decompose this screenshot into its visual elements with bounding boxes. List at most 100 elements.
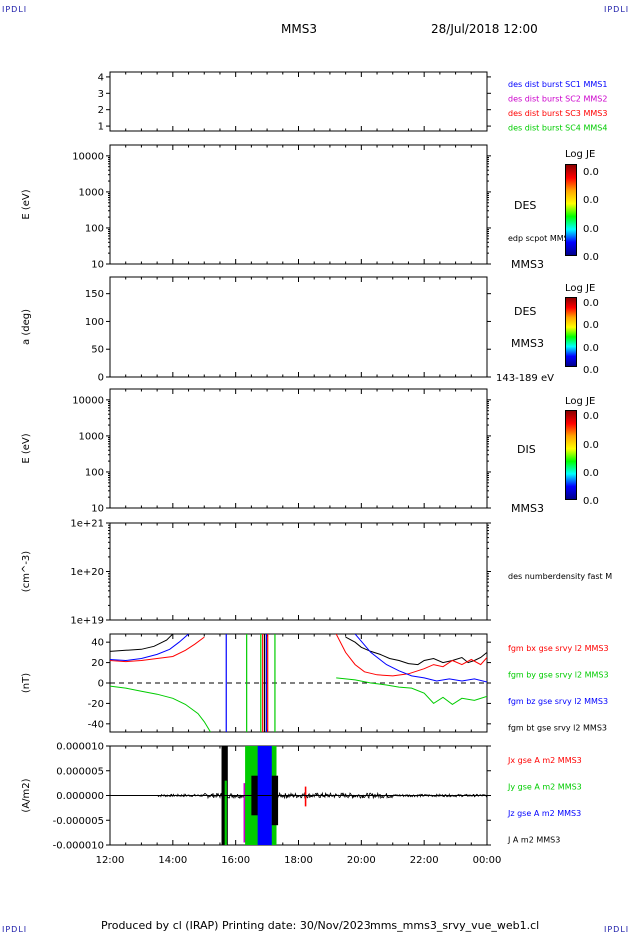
current-burst — [224, 780, 227, 845]
legend-entry: Jx gse A m2 MMS3 — [507, 756, 582, 765]
right-panel-label: MMS3 — [511, 337, 544, 350]
y-tick-label: 10000 — [72, 151, 104, 162]
y-axis-label: (nT) — [21, 673, 32, 693]
y-tick-label: 4 — [98, 72, 104, 83]
corner-label-bottom-right: IPDLI — [604, 925, 630, 934]
y-axis-label: (A/m2) — [21, 778, 32, 812]
panel-frame-3 — [109, 276, 488, 378]
colorbar-3-tick-1: 0.0 — [583, 411, 599, 422]
right-panel-label: edp scpot MMS3 — [508, 234, 574, 243]
x-tick-label: 14:00 — [158, 855, 187, 866]
y-tick-label: 100 — [85, 223, 104, 234]
series-line — [354, 634, 487, 683]
footer-filename: mms_mms3_srvy_vue_web1.cl — [370, 919, 540, 932]
y-tick-label: 20 — [91, 658, 104, 669]
y-tick-label: 10000 — [72, 395, 104, 406]
series-line — [335, 634, 487, 677]
colorbar-2-tick-3: 0.0 — [583, 343, 599, 354]
current-burst — [304, 786, 307, 807]
y-axis-label: a (deg) — [21, 309, 32, 345]
legend-entry: Jz gse A m2 MMS3 — [507, 809, 581, 818]
legend-entry: Jy gse A m2 MMS3 — [507, 783, 582, 792]
legend-entry: fgm bt gse srvy l2 MMS3 — [508, 724, 607, 733]
legend-entry: fgm by gse srvy l2 MMS3 — [508, 671, 609, 680]
colorbar-3 — [565, 410, 577, 500]
y-tick-label: 1e+19 — [70, 616, 104, 627]
legend-entry: des dist burst SC4 MMS4 — [508, 124, 607, 133]
datetime-title: 28/Jul/2018 12:00 — [431, 22, 538, 36]
x-tick-label: 18:00 — [284, 855, 313, 866]
legend-entry: J A m2 MMS3 — [507, 836, 560, 845]
y-tick-label: 100 — [85, 467, 104, 478]
colorbar-1-tick-4: 0.0 — [583, 252, 599, 263]
colorbar-2-tick-2: 0.0 — [583, 320, 599, 331]
series-line — [336, 677, 487, 706]
corner-label-top-left: IPDLI — [2, 5, 28, 14]
right-panel-label: MMS3 — [511, 258, 544, 271]
y-tick-label: 0.000005 — [56, 766, 104, 777]
y-tick-label: -0.000010 — [53, 841, 104, 852]
y-tick-label: 3 — [98, 89, 104, 100]
corner-label-bottom-left: IPDLI — [2, 925, 28, 934]
corner-label-top-right: IPDLI — [604, 5, 630, 14]
right-panel-label: DIS — [517, 443, 536, 456]
y-tick-label: -40 — [88, 719, 104, 730]
legend-entry: fgm bz gse srvy l2 MMS3 — [508, 697, 608, 706]
colorbar-title-2: Log JE — [565, 283, 596, 294]
colorbar-1-tick-1: 0.0 — [583, 167, 599, 178]
y-tick-label: 0.000010 — [56, 742, 104, 753]
y-tick-label: 1e+20 — [70, 567, 104, 578]
legend-entry: des dist burst SC1 MMS1 — [508, 80, 607, 89]
legend-entry: des dist burst SC3 MMS3 — [508, 109, 607, 118]
footer-printing-date: Printing date: 30/Nov/2023 — [222, 919, 371, 932]
y-tick-label: 40 — [91, 638, 104, 649]
right-panel-label: DES — [514, 305, 536, 318]
y-tick-label: 1000 — [79, 187, 104, 198]
x-tick-label: 20:00 — [347, 855, 376, 866]
right-panel-label: des numberdensity fast M — [508, 572, 612, 581]
series-line — [110, 636, 205, 663]
panel-frame-1 — [109, 71, 488, 132]
panel-frame-5 — [109, 522, 488, 621]
footer-produced-by: Produced by cl (IRAP) — [101, 919, 219, 932]
spacecraft-title: MMS3 — [281, 22, 317, 36]
series-line — [110, 634, 174, 652]
series-line — [345, 636, 487, 666]
series-group — [110, 634, 487, 732]
y-tick-label: 150 — [85, 289, 104, 300]
panel-frame-4 — [109, 388, 488, 509]
colorbar-3-tick-4: 0.0 — [583, 496, 599, 507]
y-tick-label: -0.000005 — [53, 816, 104, 827]
right-panel-label: 143-189 eV — [496, 373, 554, 384]
colorbar-1-tick-2: 0.0 — [583, 195, 599, 206]
x-tick-label: 00:00 — [473, 855, 502, 866]
y-tick-label: 100 — [85, 317, 104, 328]
colorbar-title-3: Log JE — [565, 396, 596, 407]
colorbar-2-tick-1: 0.0 — [583, 298, 599, 309]
y-tick-label: 0.000000 — [56, 791, 104, 802]
colorbar-1-tick-3: 0.0 — [583, 224, 599, 235]
y-tick-label: 10 — [91, 504, 104, 515]
colorbar-2 — [565, 297, 577, 367]
y-axis-label: E (eV) — [21, 189, 32, 219]
y-tick-label: 2 — [98, 105, 104, 116]
series-line — [110, 634, 189, 662]
y-tick-label: 1 — [98, 122, 104, 133]
x-tick-label: 16:00 — [221, 855, 250, 866]
y-axis-label: E (eV) — [21, 433, 32, 463]
y-tick-label: 10 — [91, 260, 104, 271]
right-panel-label: DES — [514, 199, 536, 212]
colorbar-3-tick-3: 0.0 — [583, 468, 599, 479]
x-tick-label: 12:00 — [96, 855, 125, 866]
y-tick-label: 0 — [98, 373, 104, 384]
right-panel-label: MMS3 — [511, 502, 544, 515]
legend-entry: des dist burst SC2 MMS2 — [508, 95, 607, 104]
series-line — [110, 685, 211, 732]
y-tick-label: 1e+21 — [70, 519, 104, 530]
y-tick-label: 0 — [98, 679, 104, 690]
colorbar-2-tick-4: 0.0 — [583, 365, 599, 376]
panel-frame-2 — [109, 144, 488, 265]
current-burst — [271, 775, 279, 826]
legend-entry: fgm bx gse srvy l2 MMS3 — [508, 644, 609, 653]
